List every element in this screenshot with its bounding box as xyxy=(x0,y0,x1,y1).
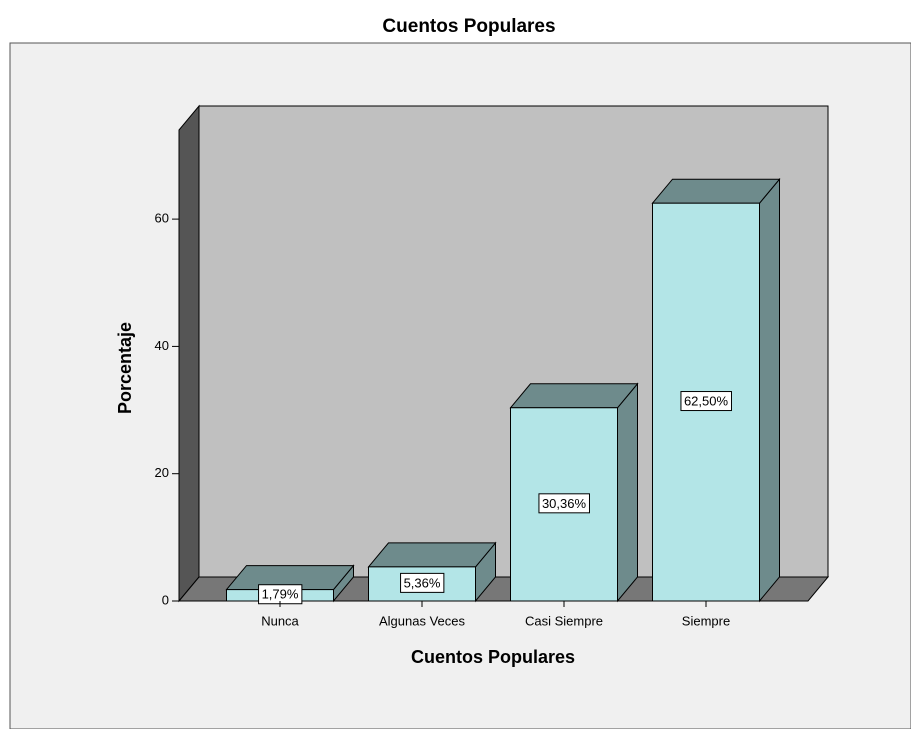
y-tick-label: 40 xyxy=(155,338,169,353)
x-tick-label: Siempre xyxy=(682,613,730,628)
bar-side xyxy=(617,382,638,603)
x-tick-label: Casi Siempre xyxy=(525,613,603,628)
value-label: 5,36% xyxy=(404,575,441,590)
x-axis-title: Cuentos Populares xyxy=(411,647,575,667)
x-tick-label: Nunca xyxy=(261,613,299,628)
value-label: 1,79% xyxy=(262,587,299,602)
bar-side xyxy=(759,177,780,603)
y-tick-label: 20 xyxy=(155,465,169,480)
bar-top xyxy=(367,542,497,568)
bar-group xyxy=(509,382,639,603)
value-label: 30,36% xyxy=(542,496,587,511)
value-label-box xyxy=(400,572,445,593)
y-tick-label: 60 xyxy=(155,211,169,226)
x-tick-label: Algunas Veces xyxy=(379,613,466,628)
value-label: 62,50% xyxy=(684,394,729,409)
bar-group xyxy=(651,177,781,603)
y-axis-title: Porcentaje xyxy=(115,322,135,414)
bar-group xyxy=(367,541,497,603)
bar-top xyxy=(509,383,639,409)
value-label-box xyxy=(680,391,732,412)
chart-title: Cuentos Populares xyxy=(382,16,555,37)
left-wall xyxy=(178,104,200,603)
y-tick-label: 0 xyxy=(162,592,169,607)
value-label-box xyxy=(538,493,590,514)
bar-top xyxy=(651,178,781,204)
